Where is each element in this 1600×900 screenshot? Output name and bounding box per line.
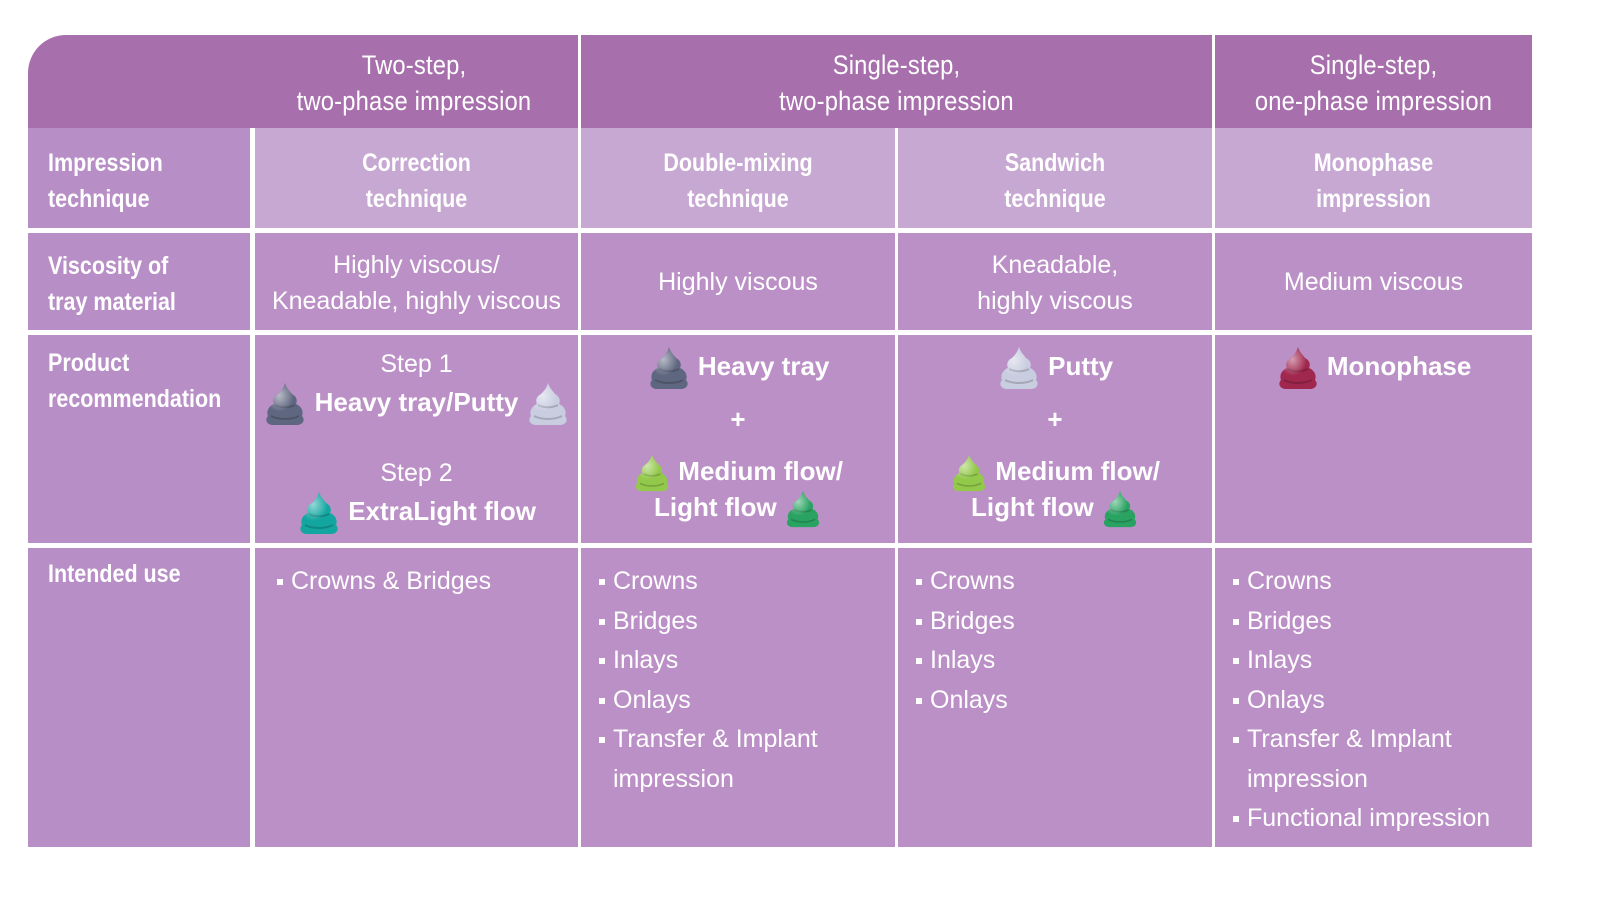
heavy-tray-label: Heavy tray [697,350,830,381]
use-item: Crowns [599,562,818,602]
light-flow-label: Light flow [971,492,1094,522]
technique-monophase: Monophase impression [1215,128,1532,228]
product-double-mixing: Heavy tray + Medium flow/ Light flow [581,335,895,543]
plus-sign: + [730,404,746,434]
light-flow-blob-icon [784,489,822,529]
header-single-step-two-phase: Single-step, two-phase impression [581,35,1212,128]
use-double-mixing: Crowns Bridges Inlays Onlays Transfer & Impl… [581,548,895,847]
use-item: Bridges [1233,602,1490,642]
heavy-tray-putty-label: Heavy tray/Putty [314,386,519,417]
header-single-step-one-phase-label: Single-step, one-phase impression [1254,50,1493,116]
technique-sandwich: Sandwich technique [898,128,1212,228]
light-flow-label: Light flow [654,492,777,522]
monophase-label: Monophase [1326,350,1472,381]
header-single-step-one-phase: Single-step, one-phase impression [1215,35,1532,128]
product-correction: Step 1 Heavy tray/Putty Step 2 ExtraLigh… [255,335,578,543]
row-label-use: Intended use [28,548,250,847]
medium-flow-blob-icon [950,453,988,493]
use-item: Crowns & Bridges [277,562,491,602]
light-flow-blob-icon [1101,489,1139,529]
viscosity-sandwich: Kneadable, highly viscous [898,233,1212,330]
medium-flow-blob-icon [633,453,671,493]
use-item: Crowns [916,562,1015,602]
use-item: Bridges [916,602,1015,642]
technique-double-mixing: Double-mixing technique [581,128,895,228]
use-correction: Crowns & Bridges [255,548,578,847]
header-two-step: Two-step, two-phase impression [250,35,578,128]
use-sandwich: Crowns Bridges Inlays Onlays [898,548,1212,847]
use-item: Inlays [916,641,1015,681]
use-item: Onlays [916,681,1015,721]
use-item: Transfer & Implant impression [599,720,818,799]
header-two-step-label: Two-step, two-phase impression [296,50,532,116]
use-list-sandwich: Crowns Bridges Inlays Onlays [916,562,1015,720]
use-item: Functional impression [1233,799,1490,839]
use-list-monophase: Crowns Bridges Inlays Onlays Transfer & Impl… [1233,562,1490,839]
product-monophase: Monophase [1215,335,1532,543]
row-label-product: Product recommendation [28,335,250,543]
monophase-blob-icon [1276,345,1320,391]
heavy-tray-blob-icon [647,345,691,391]
technique-correction: Correction technique [255,128,578,228]
step1-label: Step 1 [380,350,453,378]
medium-flow-label: Medium flow/ [678,456,843,486]
step2-label: Step 2 [380,459,453,487]
header-corner [28,35,250,128]
extralight-flow-blob-icon [297,490,341,536]
viscosity-double-mixing: Highly viscous [581,233,895,330]
plus-sign: + [1047,404,1063,434]
putty-blob-icon [526,381,570,427]
medium-flow-label: Medium flow/ [995,456,1160,486]
putty-label: Putty [1048,350,1114,381]
use-item: Transfer & Implant impression [1233,720,1490,799]
product-sandwich: Putty + Medium flow/ Light flow [898,335,1212,543]
heavy-tray-blob-icon [263,381,307,427]
use-item: Inlays [599,641,818,681]
use-item: Onlays [1233,681,1490,721]
row-label-technique: Impression technique [28,128,250,228]
extralight-flow-label: ExtraLight flow [348,495,536,526]
row-label-viscosity: Viscosity of tray material [28,233,250,330]
use-item: Bridges [599,602,818,642]
viscosity-monophase: Medium viscous [1215,233,1532,330]
putty-blob-icon [997,345,1041,391]
viscosity-correction: Highly viscous/ Kneadable, highly viscou… [255,233,578,330]
use-item: Onlays [599,681,818,721]
use-monophase: Crowns Bridges Inlays Onlays Transfer & Impl… [1215,548,1532,847]
header-single-step-two-phase-label: Single-step, two-phase impression [779,50,1014,116]
use-list-double-mixing: Crowns Bridges Inlays Onlays Transfer & Impl… [599,562,818,799]
use-item: Inlays [1233,641,1490,681]
use-item: Crowns [1233,562,1490,602]
use-list-correction: Crowns & Bridges [277,562,491,602]
